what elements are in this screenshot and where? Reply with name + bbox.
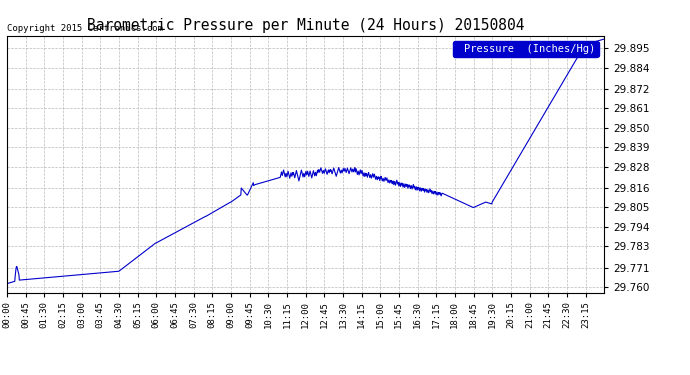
Legend: Pressure  (Inches/Hg): Pressure (Inches/Hg)	[453, 41, 598, 57]
Title: Barometric Pressure per Minute (24 Hours) 20150804: Barometric Pressure per Minute (24 Hours…	[86, 18, 524, 33]
Text: Copyright 2015 Cartronics.com: Copyright 2015 Cartronics.com	[7, 24, 163, 33]
